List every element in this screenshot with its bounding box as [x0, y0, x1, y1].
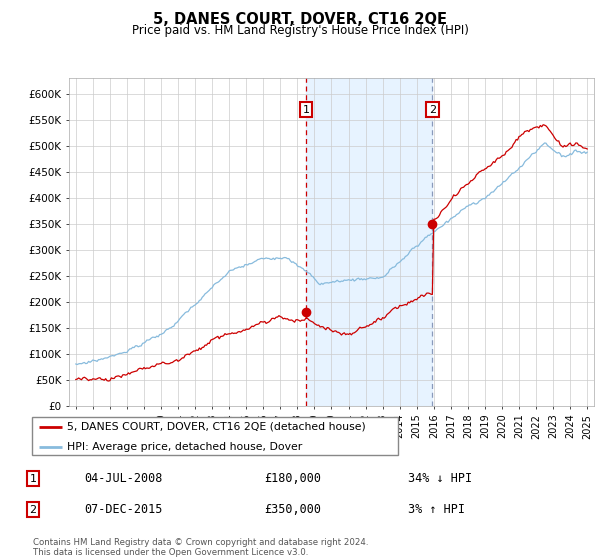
FancyBboxPatch shape — [32, 417, 398, 455]
Text: 04-JUL-2008: 04-JUL-2008 — [84, 472, 163, 486]
Text: 5, DANES COURT, DOVER, CT16 2QE (detached house): 5, DANES COURT, DOVER, CT16 2QE (detache… — [67, 422, 366, 432]
Text: 2: 2 — [29, 505, 37, 515]
Bar — [306, 78, 433, 406]
Text: £180,000: £180,000 — [264, 472, 321, 486]
Text: HPI: Average price, detached house, Dover: HPI: Average price, detached house, Dove… — [67, 442, 302, 452]
Text: Price paid vs. HM Land Registry's House Price Index (HPI): Price paid vs. HM Land Registry's House … — [131, 24, 469, 37]
Text: 5, DANES COURT, DOVER, CT16 2QE: 5, DANES COURT, DOVER, CT16 2QE — [153, 12, 447, 27]
Text: 1: 1 — [29, 474, 37, 484]
Text: 2: 2 — [429, 105, 436, 115]
Text: £350,000: £350,000 — [264, 503, 321, 516]
Text: 1: 1 — [302, 105, 310, 115]
Text: 3% ↑ HPI: 3% ↑ HPI — [408, 503, 465, 516]
Text: Contains HM Land Registry data © Crown copyright and database right 2024.
This d: Contains HM Land Registry data © Crown c… — [33, 538, 368, 557]
Text: 07-DEC-2015: 07-DEC-2015 — [84, 503, 163, 516]
Text: 34% ↓ HPI: 34% ↓ HPI — [408, 472, 472, 486]
